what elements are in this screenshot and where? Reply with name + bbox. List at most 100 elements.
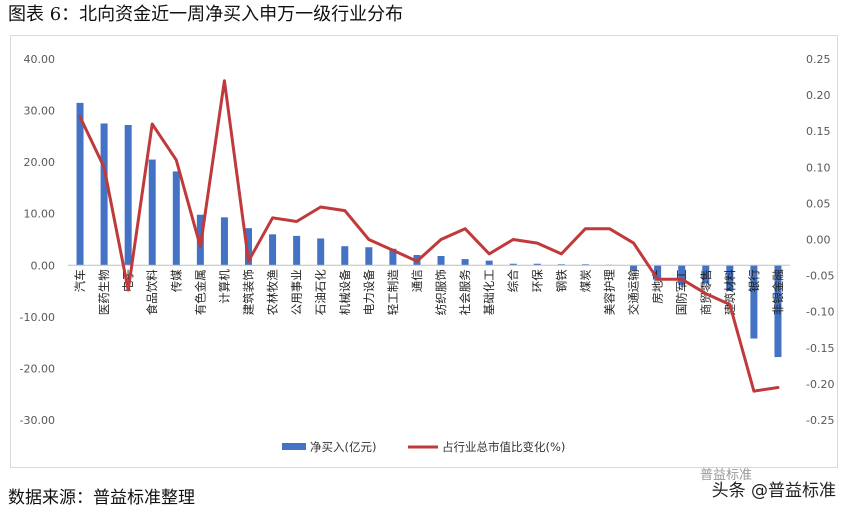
category-label: 纺织服饰	[434, 269, 448, 315]
left-tick-label: 40.00	[24, 53, 56, 66]
bar	[76, 102, 84, 266]
category-label: 国防军工	[675, 269, 689, 315]
line-point	[680, 278, 683, 281]
bar	[100, 123, 108, 266]
right-tick-label: 0.15	[806, 125, 831, 138]
right-tick-label: 0.25	[806, 53, 831, 66]
bar	[365, 247, 373, 266]
line-point	[728, 303, 732, 306]
bar	[389, 248, 397, 266]
bar	[702, 265, 710, 284]
bar	[485, 260, 493, 266]
category-label: 机械设备	[338, 269, 352, 315]
category-label: 基础化工	[482, 269, 496, 315]
watermark: 头条 @普益标准	[711, 481, 836, 501]
bar	[630, 265, 638, 271]
line-point	[247, 259, 250, 263]
line-series	[78, 79, 780, 393]
left-tick-label: -20.00	[20, 362, 55, 375]
line-series-path	[78, 79, 780, 393]
line-point	[391, 249, 395, 252]
bar	[124, 125, 132, 266]
category-label: 有色金属	[193, 269, 207, 315]
category-labels: 汽车 医药生物 电子 食品饮料 传媒 有色金属 计算机 建筑装饰 农林牧渔 公用事业 石油石化 机械设…	[73, 269, 785, 315]
bar	[220, 217, 228, 266]
category-label: 通信	[410, 269, 424, 292]
left-tick-label: -30.00	[20, 414, 55, 427]
line-point	[512, 238, 515, 241]
line-point	[126, 288, 130, 292]
line-point	[487, 252, 491, 256]
category-label: 建筑装饰	[242, 269, 256, 315]
category-label: 电力设备	[362, 269, 376, 315]
bar	[245, 228, 252, 266]
category-label: 交通运输	[627, 269, 641, 315]
bar	[654, 265, 662, 281]
bar	[678, 265, 686, 285]
line-point	[632, 241, 635, 245]
bar	[581, 264, 589, 266]
bar	[293, 235, 301, 266]
category-label: 农林牧渔	[266, 269, 280, 315]
bar	[317, 238, 325, 266]
line-point	[463, 227, 467, 230]
legend-line-label: 占行业总市值比变化(%)	[442, 440, 565, 454]
line-point	[175, 158, 178, 162]
line-point	[584, 227, 587, 230]
category-label: 银行	[747, 269, 761, 292]
legend-bar-swatch	[282, 443, 306, 450]
legend: 净买入(亿元) 占行业总市值比变化(%)	[282, 440, 565, 454]
line-point	[199, 245, 202, 248]
line-point	[319, 205, 322, 209]
line-point	[415, 259, 419, 263]
right-tick-label: 0.05	[806, 197, 831, 210]
bar	[774, 265, 782, 358]
left-tick-label: 20.00	[24, 156, 56, 169]
category-label: 医药生物	[97, 269, 111, 315]
line-point	[78, 115, 82, 118]
left-tick-label: 10.00	[24, 208, 56, 221]
category-label: 轻工制造	[386, 269, 400, 315]
left-tick-label: 30.00	[24, 105, 56, 118]
bar	[172, 171, 180, 266]
right-tick-label: -0.15	[806, 342, 834, 355]
category-label: 煤炭	[578, 269, 592, 292]
bar	[557, 264, 565, 266]
category-label: 传媒	[169, 269, 183, 292]
right-tick-label: -0.20	[806, 378, 834, 391]
watermark-logo: 普益标准	[699, 468, 752, 483]
line-point	[367, 238, 371, 241]
chart-title: 图表 6：北向资金近一周净买入申万一级行业分布	[8, 4, 404, 25]
category-label: 公用事业	[290, 269, 304, 315]
category-label: 石油石化	[314, 269, 328, 315]
category-label: 食品饮料	[145, 269, 159, 315]
line-point	[608, 227, 611, 230]
line-point	[343, 209, 346, 212]
source-note: 数据来源：普益标准整理	[8, 488, 195, 508]
bar	[726, 265, 734, 292]
category-label: 环保	[530, 269, 544, 292]
right-tick-label: 0.00	[806, 234, 831, 247]
legend-bar-label: 净买入(亿元)	[310, 440, 376, 454]
line-point	[151, 122, 154, 126]
left-tick-label: -10.00	[20, 311, 55, 324]
bar-series	[76, 102, 782, 358]
line-point	[295, 220, 298, 223]
category-label: 社会服务	[458, 269, 472, 315]
bar	[750, 265, 758, 339]
category-label: 计算机	[217, 269, 231, 304]
category-label: 钢铁	[554, 269, 568, 292]
line-point	[656, 278, 659, 281]
chart-frame	[10, 35, 838, 468]
bar	[509, 263, 517, 266]
category-label: 美容护理	[603, 269, 617, 315]
line-point	[536, 241, 539, 245]
line-point	[776, 386, 780, 389]
category-label: 汽车	[73, 269, 87, 292]
bar	[533, 263, 541, 266]
bar	[269, 234, 277, 266]
bar	[148, 159, 156, 266]
right-tick-label: 0.10	[806, 161, 831, 174]
bar	[341, 246, 349, 266]
right-tick-label: -0.10	[806, 306, 834, 319]
